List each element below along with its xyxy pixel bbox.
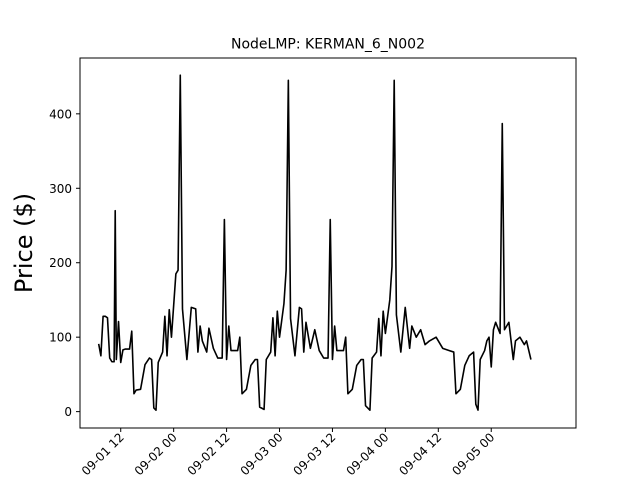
x-tick-label: 09-05 00 [449, 430, 497, 478]
x-tick-label: 09-03 12 [291, 430, 339, 478]
plot-area-frame [79, 57, 577, 429]
y-tick-label: 400 [49, 107, 72, 121]
chart-title: NodeLMP: KERMAN_6_N002 [231, 37, 425, 53]
series-line [97, 74, 532, 411]
y-tick-label: 100 [49, 331, 72, 345]
x-tick-label: 09-04 00 [343, 430, 391, 478]
y-tick-label: 200 [49, 256, 72, 270]
x-tick-label: 09-04 12 [396, 430, 444, 478]
x-tick-label: 09-01 12 [79, 430, 127, 478]
x-tick-label: 09-03 00 [238, 430, 286, 478]
x-tick-label: 09-02 12 [185, 430, 233, 478]
y-axis-ticks: 0 100 200 300 400 [49, 107, 80, 419]
y-tick-label: 300 [49, 182, 72, 196]
y-axis-label: Price ($) [10, 193, 38, 293]
x-axis-ticks: 09-01 12 09-02 00 09-02 12 09-03 00 09-03 12… [79, 428, 497, 478]
y-tick-label: 0 [64, 405, 72, 419]
x-tick-label: 09-02 00 [132, 430, 180, 478]
